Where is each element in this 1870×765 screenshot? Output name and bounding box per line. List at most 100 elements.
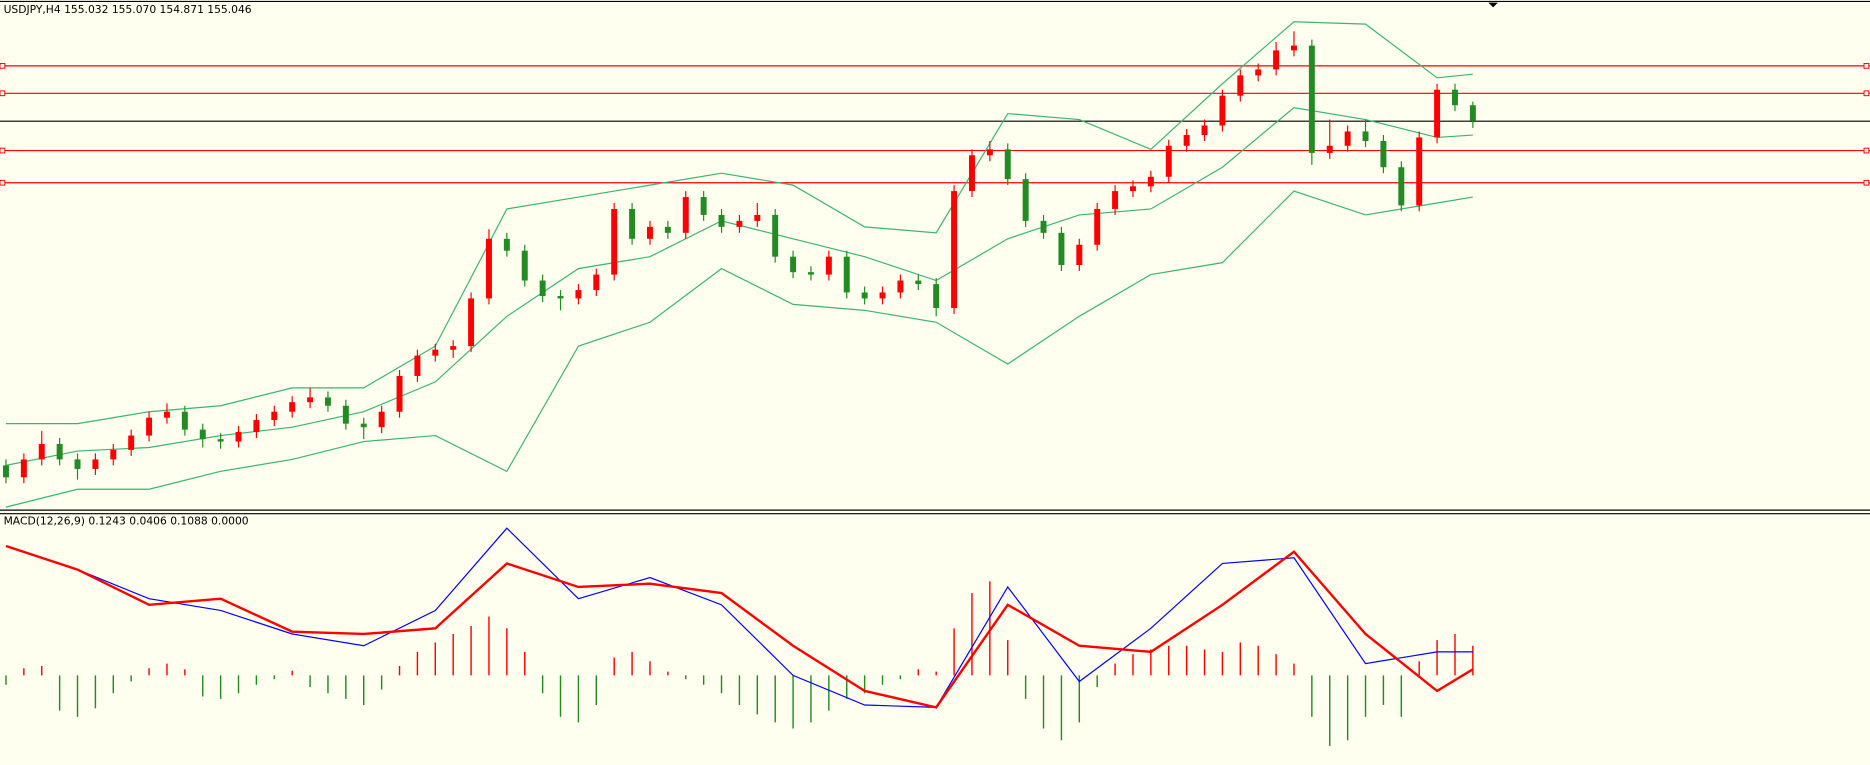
bollinger-lower [5,190,1473,508]
level-handle [0,179,6,186]
candle-body [1004,149,1011,180]
signal-line [5,544,1474,709]
candle-body [1147,176,1154,187]
candle-body [503,238,510,251]
candle-body [1362,131,1369,141]
level-handle [1863,179,1870,186]
candle-body [736,220,743,227]
candle-body [611,208,618,275]
candle-body [539,280,546,297]
candle-body [646,226,653,239]
candle-body [1451,89,1458,106]
candle-body [772,214,779,257]
candle-body [825,256,832,275]
candle-body [146,417,153,436]
candle-body [879,292,886,299]
candle-body [396,375,403,412]
candle-body [1112,191,1119,209]
candle-body [432,349,439,356]
candle-body [933,284,940,308]
candle-body [1201,125,1208,136]
candle-body [1273,50,1280,70]
level-handle [0,63,6,69]
candle-body [74,459,81,469]
price-title: USDJPY,H4 155.032 155.070 154.871 155.04… [4,3,252,16]
candle-body [790,256,797,273]
candle-body [629,208,636,239]
candle-body [861,292,868,299]
candle-body [56,443,63,460]
candle-body [450,346,457,350]
candle-body [1398,167,1405,206]
candle-body [253,420,260,432]
candle-body [1076,244,1083,266]
candle-body [128,435,135,450]
candle-body [718,214,725,227]
candle-body [1058,232,1065,266]
candle-body [414,355,421,376]
candle-body [575,290,582,299]
candle-body [485,238,492,299]
candle-body [521,250,528,281]
candle-body [38,443,45,460]
candle-body [754,214,761,221]
candle-body [1129,186,1136,192]
candle-body [1308,45,1315,153]
shift-marker [1488,2,1498,8]
candle-body [951,191,958,308]
candle-body [843,256,850,293]
level-handle [0,147,6,154]
candle-body [342,405,349,424]
candle-body [1416,137,1423,206]
candle-body [271,411,278,421]
candle-body [1022,179,1029,221]
candle-body [163,411,170,418]
candle-body [1040,220,1047,233]
candle-body [1434,89,1441,138]
candle-body [1469,105,1476,121]
candle-body [557,296,564,299]
candle-body [1165,145,1172,177]
candle-body [1326,145,1333,153]
candle-body [897,280,904,293]
candle-body [378,411,385,428]
level-handle [1863,147,1870,154]
candle-body [1255,69,1262,76]
candle-body [682,197,689,233]
candle-body [92,459,99,469]
level-handle [1863,63,1870,69]
candle-body [110,449,117,460]
candle-body [235,431,242,442]
candle-body [807,272,814,275]
candle-body [468,298,475,347]
candle-body [915,280,922,285]
candle-body [986,149,993,156]
bollinger-upper [5,21,1473,425]
candle-body [1219,95,1226,126]
candle-body [181,411,188,430]
candle-body [593,274,600,291]
level-handle [0,90,6,97]
candle-body [1344,131,1351,146]
candle-body [307,397,314,403]
candle-body [664,226,671,233]
candle-body [289,402,296,412]
candle-body [1094,208,1101,245]
candle-body [1183,135,1190,146]
candle-body [1237,75,1244,96]
macd-title: MACD(12,26,9) 0.1243 0.0406 0.1088 0.000… [4,514,249,527]
level-handle [1863,90,1870,97]
candle-body [1290,45,1297,51]
candle-body [1380,140,1387,168]
candle-body [968,155,975,192]
macd-line [5,527,1473,708]
candle-body [2,465,9,478]
candle-body [20,459,27,478]
candle-body [324,397,331,406]
candle-body [199,429,206,440]
candle-body [360,423,367,428]
candle-body [700,197,707,215]
candle-body [217,439,224,442]
